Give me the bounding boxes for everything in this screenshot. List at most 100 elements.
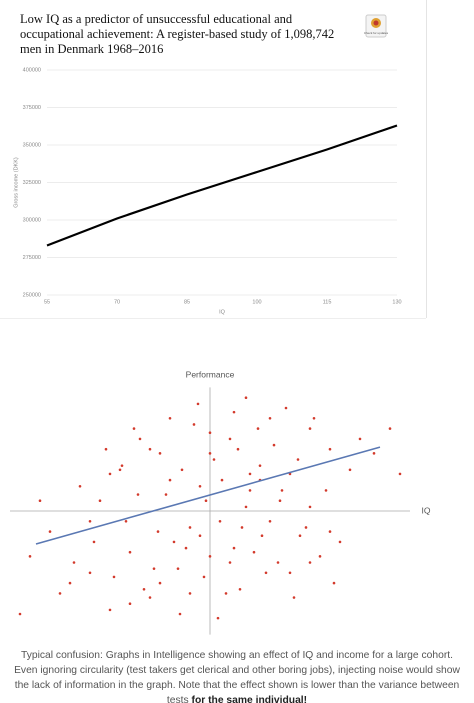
point	[324, 489, 328, 492]
caption-text: Typical confusion: Graphs in Intelligenc…	[14, 650, 460, 703]
card	[0, 0, 426, 318]
point	[308, 427, 312, 430]
point	[112, 575, 116, 579]
point	[124, 520, 128, 523]
point	[168, 478, 172, 482]
chart-title: Low IQ as a predictor of unsuccessful ed…	[20, 12, 335, 56]
point	[388, 427, 392, 430]
point	[92, 540, 96, 544]
point	[268, 417, 272, 420]
point	[372, 452, 376, 455]
x-tick-label: 130	[392, 299, 401, 305]
y-tick-label: 325000	[23, 180, 41, 186]
point	[88, 571, 92, 575]
point	[164, 493, 168, 496]
point	[276, 561, 280, 564]
point	[180, 468, 184, 472]
point	[188, 592, 192, 595]
point	[88, 520, 92, 523]
point	[308, 505, 312, 509]
point	[264, 571, 268, 575]
point	[280, 489, 284, 492]
point	[148, 447, 152, 451]
point	[158, 581, 162, 585]
x-tick-label: 100	[252, 299, 261, 305]
point	[238, 587, 242, 591]
caption-bold: for the same individual!	[191, 695, 308, 703]
x-tick-label: 115	[323, 299, 332, 305]
x-tick-label: 70	[114, 299, 120, 305]
point	[208, 452, 212, 455]
point	[298, 534, 302, 538]
y-tick-label: 375000	[23, 105, 41, 111]
point	[68, 581, 72, 585]
point	[158, 452, 162, 455]
point	[128, 550, 132, 554]
point	[260, 534, 264, 538]
point	[284, 406, 288, 410]
x-tick-label: 85	[184, 299, 190, 305]
point	[248, 489, 252, 492]
point	[58, 592, 62, 595]
point	[358, 437, 362, 441]
point	[216, 616, 220, 620]
point	[292, 596, 296, 599]
point	[268, 520, 272, 523]
point	[196, 402, 200, 406]
point	[38, 499, 42, 503]
point	[138, 437, 142, 441]
point	[218, 520, 222, 523]
point	[312, 417, 316, 420]
badge-text: Check for updates	[364, 31, 389, 35]
point	[328, 447, 332, 451]
point	[28, 555, 32, 558]
point	[228, 437, 232, 441]
point	[318, 555, 322, 558]
y-tick-label: 400000	[23, 67, 41, 73]
point	[48, 530, 52, 533]
x-axis-label: IQ	[422, 505, 431, 515]
point	[338, 540, 342, 544]
point	[198, 534, 202, 538]
point	[176, 567, 180, 570]
point	[240, 526, 244, 529]
point	[18, 612, 22, 616]
point	[328, 530, 332, 533]
point	[132, 427, 136, 430]
point	[172, 540, 176, 544]
point	[198, 484, 202, 488]
point	[258, 464, 262, 467]
point	[142, 587, 146, 591]
point	[228, 561, 232, 564]
y-tick-label: 350000	[23, 142, 41, 148]
point	[232, 546, 236, 550]
point	[98, 499, 102, 503]
y-axis-label: Performance	[186, 370, 235, 380]
point	[104, 447, 108, 451]
y-tick-label: 250000	[23, 292, 41, 298]
point	[136, 493, 140, 496]
badge-icon	[373, 20, 379, 26]
y-axis-label: Gross income (DKK)	[13, 157, 19, 208]
point	[120, 464, 124, 467]
point	[236, 447, 240, 451]
point	[192, 423, 196, 426]
point	[152, 567, 156, 570]
line	[46, 124, 398, 247]
y-tick-label: 275000	[23, 255, 41, 261]
point	[78, 484, 82, 488]
point	[288, 571, 292, 575]
point	[278, 499, 282, 503]
point	[308, 561, 312, 564]
charts: Check for updates 250000 275000 300000 3250…	[0, 0, 431, 635]
point	[108, 608, 112, 612]
point	[168, 417, 172, 420]
x-tick-label: 55	[44, 299, 50, 305]
point	[398, 472, 402, 476]
point	[348, 468, 352, 472]
point	[178, 612, 182, 616]
point	[304, 526, 308, 529]
point	[108, 472, 112, 476]
point	[208, 555, 212, 558]
point	[272, 443, 276, 447]
